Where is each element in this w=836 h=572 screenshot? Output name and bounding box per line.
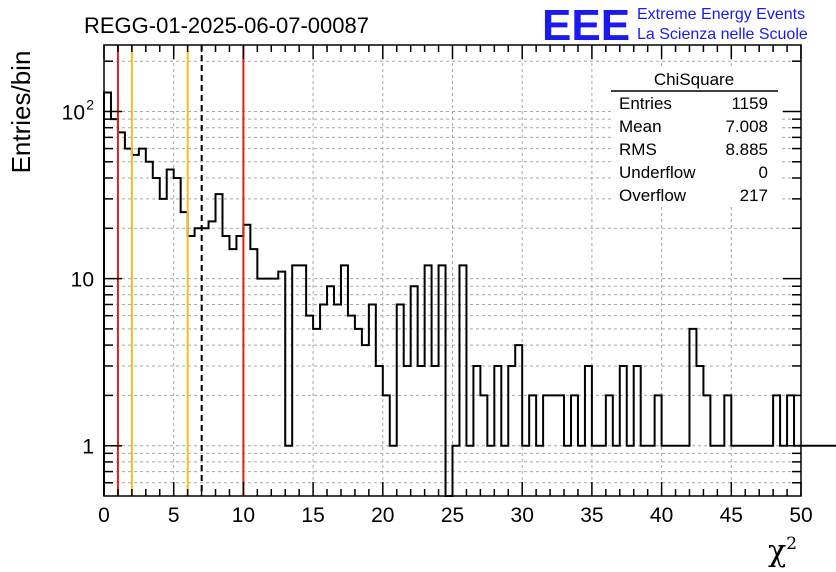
y-axis-label: Entries/bin <box>6 51 36 174</box>
logo-mark: EEE <box>542 1 630 50</box>
reference-lines <box>116 45 245 496</box>
chart-title: REGG-01-2025-06-07-00087 <box>84 13 369 38</box>
stats-box: ChiSquare Entries 1159 Mean 7.008 RMS 8.885 Un… <box>611 66 779 206</box>
logo-line-2: La Scienza nelle Scuole <box>637 26 808 43</box>
x-tick-label: 20 <box>371 504 394 527</box>
y-tick-label-superscript: 2 <box>86 96 94 112</box>
x-tick-label: 0 <box>98 504 110 527</box>
y-tick-label: 1 <box>82 436 94 459</box>
stats-row-label: RMS <box>619 140 657 159</box>
stats-row-label: Mean <box>619 117 662 136</box>
x-tick-label: 25 <box>441 504 464 527</box>
logo-line-1: Extreme Energy Events <box>637 6 805 23</box>
x-tick-label: 40 <box>650 504 673 527</box>
y-tick-label: 10 <box>62 101 85 124</box>
x-tick-label: 50 <box>789 504 812 527</box>
stats-row-label: Underflow <box>619 163 696 182</box>
stats-row-value: 7.008 <box>725 117 768 136</box>
stats-row-value: 217 <box>740 186 768 205</box>
x-tick-label: 30 <box>511 504 534 527</box>
x-tick-label: 10 <box>232 504 255 527</box>
stats-rows: Entries 1159 Mean 7.008 RMS 8.885 Underflow 0 Ov… <box>619 94 768 205</box>
eee-logo: EEE Extreme Energy Events La Scienza nel… <box>542 1 808 50</box>
stats-title: ChiSquare <box>654 70 734 89</box>
x-axis-label: χ2 <box>768 534 797 569</box>
stats-row-label: Overflow <box>619 186 687 205</box>
stats-row-label: Entries <box>619 94 672 113</box>
x-axis-label-symbol: χ <box>768 534 786 569</box>
x-tick-label: 35 <box>580 504 603 527</box>
grid <box>104 45 801 496</box>
y-tick-label: 10 <box>71 269 94 292</box>
stats-row-value: 0 <box>759 163 768 182</box>
x-tick-label: 45 <box>720 504 743 527</box>
x-axis-label-superscript: 2 <box>786 534 797 554</box>
x-tick-label: 5 <box>168 504 180 527</box>
stats-row-value: 1159 <box>731 94 768 113</box>
x-tick-label: 15 <box>301 504 324 527</box>
stats-row-value: 8.885 <box>725 140 768 159</box>
